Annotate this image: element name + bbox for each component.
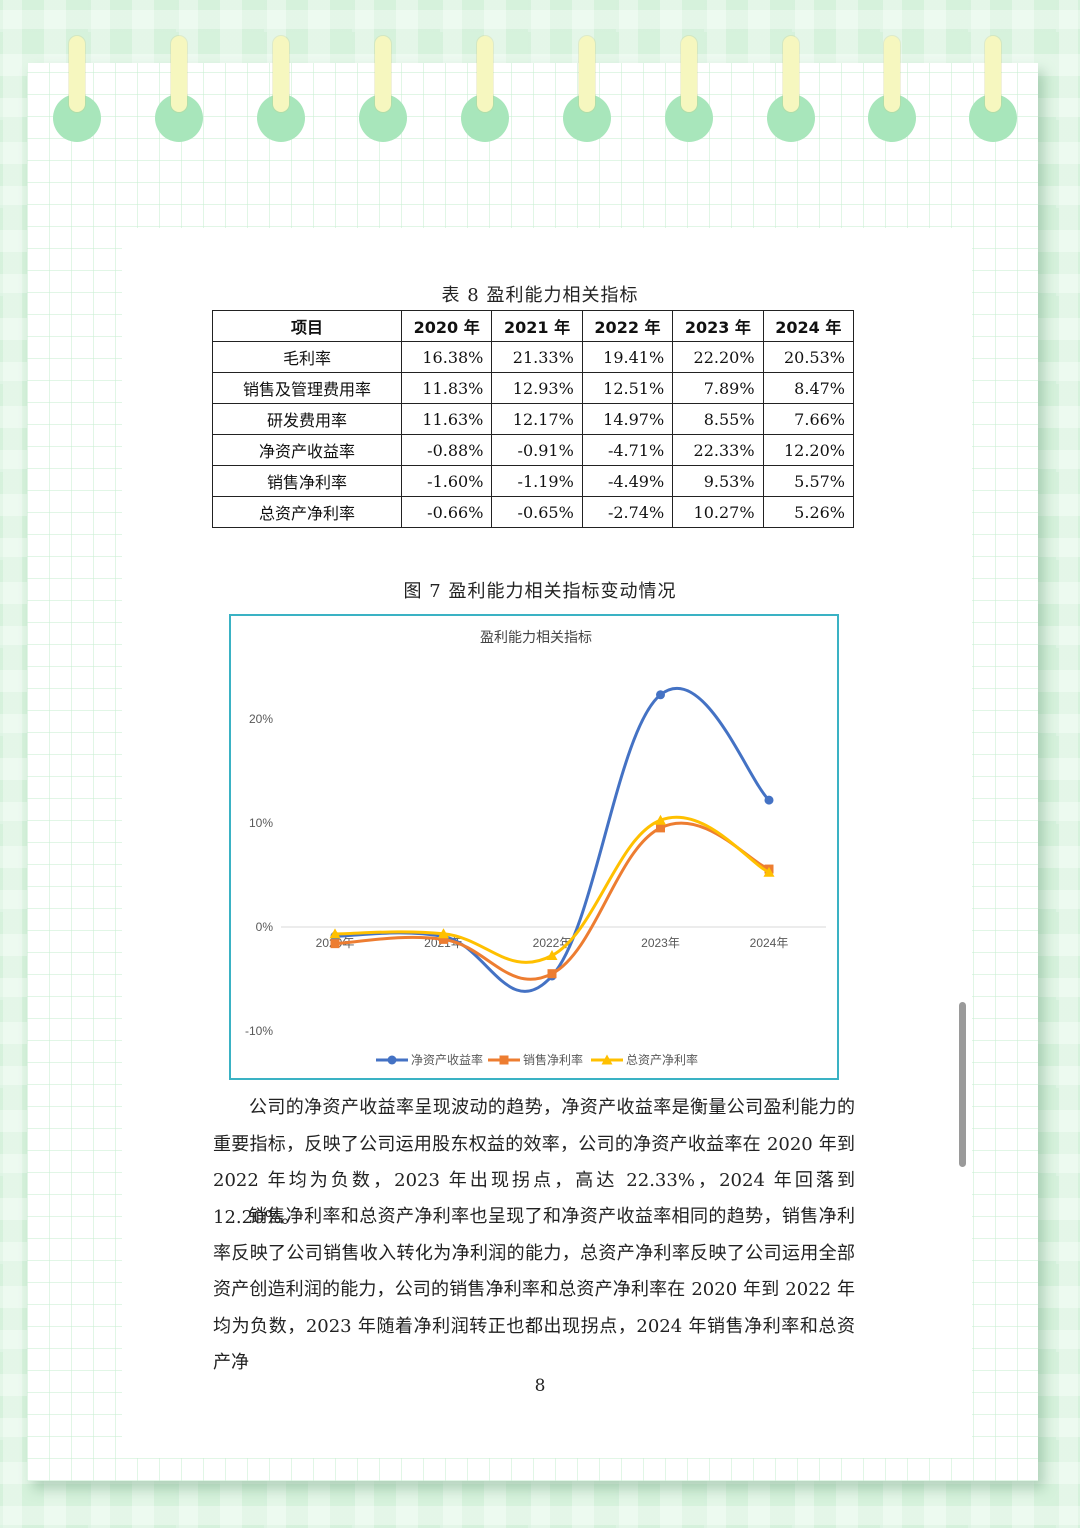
data-point [655, 814, 666, 825]
y-tick-label: -10% [245, 1024, 273, 1038]
paragraph-1: 公司的净资产收益率呈现波动的趋势，净资产收益率是衡量公司盈利能力的重要指标，反映… [213, 1097, 855, 1228]
metrics-table: 项目 2020 年 2021 年 2022 年 2023 年 2024 年 毛利… [212, 310, 855, 528]
binding-ring [171, 36, 187, 112]
legend-label: 净资产收益率 [411, 1052, 483, 1067]
data-point [439, 934, 448, 944]
table-header-cell: 2021 年 [491, 310, 583, 342]
binding-ring [783, 36, 799, 112]
table-header-cell: 2020 年 [400, 310, 493, 342]
binding-ring [985, 36, 1001, 112]
table-cell: -0.88% [400, 434, 493, 466]
table-cell: 16.38% [400, 341, 493, 373]
figure-caption: 图 7 盈利能力相关指标变动情况 [403, 581, 677, 602]
legend-marker [499, 1055, 509, 1065]
table-row: 销售净利率 -1.60% -1.19% -4.49% 9.53% 5.57% [212, 465, 855, 497]
chart-title: 盈利能力相关指标 [480, 629, 592, 645]
binding-ring [681, 36, 697, 112]
table-row: 净资产收益率 -0.88% -0.91% -4.71% 22.33% 12.20% [212, 434, 855, 466]
page-number: 8 [534, 1376, 546, 1396]
table-cell: 20.53% [762, 341, 855, 373]
data-point [656, 690, 665, 700]
table-cell: -1.60% [400, 465, 493, 497]
table-cell: -4.71% [581, 434, 674, 466]
row-label: 销售及管理费用率 [212, 372, 402, 404]
table-cell: 22.33% [672, 434, 764, 466]
table-header-cell: 2023 年 [672, 310, 764, 342]
legend-marker [387, 1055, 397, 1065]
binding-ring [375, 36, 391, 112]
table-row: 毛利率 16.38% 21.33% 19.41% 22.20% 20.53% [212, 341, 855, 373]
table-cell: -4.49% [581, 465, 674, 497]
table-header-cell: 2024 年 [762, 310, 855, 342]
table-cell: 8.47% [762, 372, 855, 404]
table-cell: 8.55% [672, 403, 764, 435]
legend-label: 销售净利率 [523, 1052, 583, 1067]
table-cell: -0.91% [491, 434, 583, 466]
binding-ring [273, 36, 289, 112]
binding-ring [884, 36, 900, 112]
series-line-3 [333, 816, 771, 964]
binding-ring [477, 36, 493, 112]
table-row: 总资产净利率 -0.66% -0.65% -2.74% 10.27% 5.26% [212, 496, 855, 528]
data-point [329, 928, 341, 939]
table-header-cell: 2022 年 [581, 310, 674, 342]
table-cell: -1.19% [491, 465, 583, 497]
table-cell: 12.93% [491, 372, 583, 404]
chart-canvas: 盈利能力相关指标 20%10%0%-10%2020年2021年2022年2023… [245, 629, 826, 1067]
data-point [763, 866, 775, 877]
table-cell: 7.89% [672, 372, 764, 404]
table-caption: 表 8 盈利能力相关指标 [441, 285, 639, 306]
table-cell: 12.20% [762, 434, 855, 466]
row-label: 总资产净利率 [212, 496, 402, 528]
table-cell: -0.65% [491, 496, 583, 528]
x-tick-label: 2023年 [641, 936, 680, 950]
table-cell: -0.66% [400, 496, 493, 528]
row-label: 净资产收益率 [212, 434, 402, 466]
table-cell: 12.51% [581, 372, 674, 404]
data-point [330, 939, 340, 949]
table-cell: 5.57% [762, 465, 855, 497]
table-cell: 10.27% [672, 496, 764, 528]
table-cell: 11.63% [400, 403, 493, 435]
y-tick-label: 0% [256, 920, 274, 934]
table-row: 销售及管理费用率 11.83% 12.93% 12.51% 7.89% 8.47% [212, 372, 855, 404]
table-header-row: 项目 2020 年 2021 年 2022 年 2023 年 2024 年 [212, 310, 855, 342]
paragraph-2: 销售净利率和总资产净利率也呈现了和净资产收益率相同的趋势，销售净利率反映了公司销… [213, 1206, 855, 1373]
table-header-cell: 项目 [212, 310, 402, 342]
data-point [438, 928, 449, 939]
table-cell: 9.53% [672, 465, 764, 497]
legend-label: 总资产净利率 [626, 1052, 698, 1067]
table-cell: 7.66% [762, 403, 855, 435]
table-cell: 21.33% [491, 341, 583, 373]
table-cell: -2.74% [581, 496, 674, 528]
x-tick-label: 2022年 [533, 936, 572, 950]
table-cell: 5.26% [762, 496, 855, 528]
data-point [546, 949, 558, 960]
legend-marker [601, 1054, 613, 1065]
row-label: 毛利率 [212, 341, 402, 373]
table-cell: 19.41% [581, 341, 674, 373]
scrollbar-thumb[interactable] [959, 1002, 966, 1167]
binding-ring [69, 36, 85, 112]
row-label: 销售净利率 [212, 465, 402, 497]
data-point [656, 823, 665, 833]
table-cell: 11.83% [400, 372, 493, 404]
table-cell: 14.97% [581, 403, 674, 435]
y-tick-label: 10% [249, 816, 273, 830]
row-label: 研发费用率 [212, 403, 402, 435]
x-tick-label: 2024年 [750, 936, 789, 950]
table-row: 研发费用率 11.63% 12.17% 14.97% 8.55% 7.66% [212, 403, 855, 435]
binding-ring [579, 36, 595, 112]
data-point [764, 795, 774, 805]
table-cell: 12.17% [491, 403, 583, 435]
table-cell: 22.20% [672, 341, 764, 373]
data-point [547, 969, 557, 979]
line-chart: 盈利能力相关指标 20%10%0%-10%2020年2021年2022年2023… [229, 614, 839, 1080]
y-tick-label: 20% [249, 712, 273, 726]
